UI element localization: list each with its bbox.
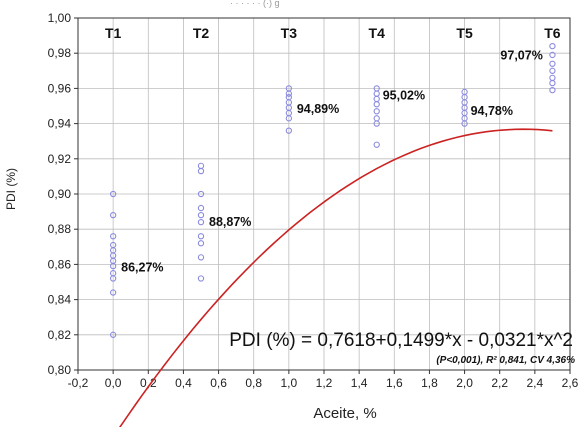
x-tick-label: 2,4 (527, 376, 544, 390)
treatment-label: T3 (281, 25, 298, 41)
grid-lines (78, 18, 570, 370)
y-axis: 0,80 0,82 0,84 0,86 0,88 0,90 0,92 0,94 0,96 0,98… (48, 11, 78, 377)
x-tick-label: -0,2 (68, 376, 89, 390)
treatment-labels: T1 T2 T3 T4 T5 T6 (105, 25, 561, 41)
data-point (285, 94, 293, 101)
data-point (109, 241, 117, 249)
data-point (549, 67, 556, 74)
x-tick-label: 0,6 (210, 376, 227, 390)
treatment-label: T2 (193, 25, 210, 41)
y-tick-label: 0,94 (48, 117, 72, 131)
data-point (197, 211, 205, 219)
mean-label: 94,78% (471, 104, 513, 118)
cropped-header-text: · · · · · · (·) g (230, 0, 279, 8)
data-point (549, 74, 556, 81)
data-point (109, 211, 117, 219)
data-point (373, 141, 380, 148)
y-tick-label: 0,84 (48, 293, 72, 307)
data-point (461, 88, 468, 96)
x-tick-label: 1,2 (316, 376, 333, 390)
regression-curve (119, 128, 553, 427)
y-tick-label: 0,82 (48, 328, 72, 342)
data-point (109, 233, 117, 240)
x-tick-label: 2,6 (562, 376, 579, 390)
treatment-label: T5 (456, 25, 473, 41)
data-point (197, 162, 205, 169)
mean-label: 97,07% (500, 49, 542, 63)
data-point (373, 85, 380, 92)
y-tick-label: 1,00 (48, 11, 72, 25)
data-point (373, 101, 380, 108)
data-point (285, 85, 293, 92)
y-tick-label: 0,88 (48, 222, 72, 236)
x-tick-label: 2,2 (491, 376, 508, 390)
y-tick-label: 0,86 (48, 257, 72, 271)
y-tick-label: 0,98 (48, 46, 72, 60)
x-tick-label: 0,4 (175, 376, 192, 390)
x-tick-label: 1,6 (386, 376, 403, 390)
data-point (373, 90, 380, 97)
x-tick-label: 1,0 (281, 376, 298, 390)
x-tick-label: 0,0 (105, 376, 122, 390)
data-point (549, 60, 556, 67)
regression-stats: (P<0,001), R² 0,841, CV 4,36% (436, 355, 575, 366)
regression-equation: PDI (%) = 0,7618+0,1499*x - 0,0321*x^2 (229, 330, 573, 351)
treatment-label: T4 (369, 25, 386, 41)
data-point (549, 51, 556, 59)
x-tick-label: 1,8 (421, 376, 438, 390)
data-point (109, 190, 117, 198)
x-axis-title: Aceite, % (313, 405, 376, 422)
mean-label: 94,89% (297, 102, 339, 116)
data-point (549, 43, 556, 50)
data-point (285, 127, 293, 134)
data-point (197, 190, 205, 198)
data-point (197, 275, 205, 282)
data-point (549, 87, 556, 94)
data-point (549, 79, 556, 87)
data-point (109, 289, 117, 296)
data-point (109, 331, 117, 338)
data-points (109, 43, 556, 338)
y-tick-label: 0,92 (48, 152, 72, 166)
y-tick-label: 0,90 (48, 187, 72, 201)
data-point (373, 115, 380, 122)
y-tick-label: 0,96 (48, 81, 72, 95)
data-point (197, 167, 205, 175)
y-axis-title: PDI (%) (4, 168, 18, 210)
x-tick-label: 0,8 (245, 376, 262, 390)
mean-label: 95,02% (383, 89, 425, 103)
data-point (197, 219, 205, 226)
data-point (197, 233, 205, 240)
x-axis: -0,2 0,0 0,2 0,4 0,6 0,8 1,0 1,2 1,4 1,6 1,8 2,0 2,2… (68, 370, 579, 390)
data-point (373, 95, 380, 103)
data-point (197, 204, 205, 212)
data-point (197, 254, 205, 261)
mean-labels: 86,27% 88,87% 94,89% 95,02% 94,78% 97,07% (121, 49, 543, 275)
x-tick-label: 2,0 (456, 376, 473, 390)
data-point (109, 270, 117, 277)
treatment-label: T1 (105, 25, 122, 41)
mean-label: 86,27% (121, 261, 163, 275)
data-point (197, 240, 205, 247)
mean-label: 88,87% (209, 215, 251, 229)
treatment-label: T6 (544, 25, 561, 41)
data-point (373, 108, 380, 115)
x-tick-label: 1,4 (351, 376, 368, 390)
y-tick-label: 0,80 (48, 363, 72, 377)
